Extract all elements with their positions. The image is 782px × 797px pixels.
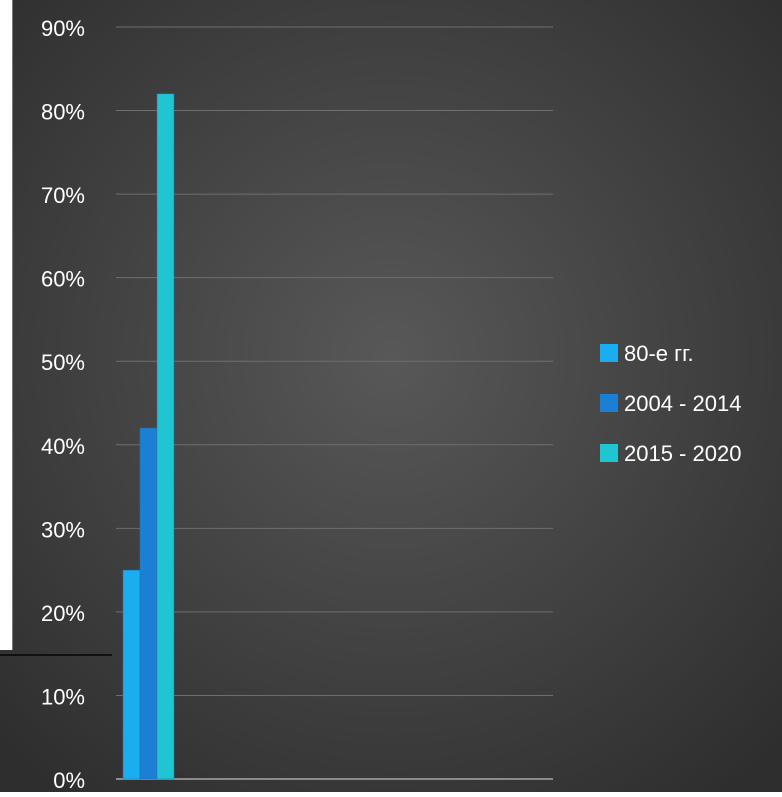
legend-swatch xyxy=(600,344,618,362)
bar-1 xyxy=(122,569,141,780)
y-tick-label: 60% xyxy=(41,267,85,292)
legend-swatch xyxy=(600,444,618,462)
legend-label: 2015 - 2020 xyxy=(624,441,741,466)
y-tick-label: 20% xyxy=(41,601,85,626)
y-tick-label: 80% xyxy=(41,100,85,125)
y-tick-label: 50% xyxy=(41,350,85,375)
y-tick-label: 10% xyxy=(41,684,85,709)
frame-line xyxy=(0,654,112,656)
gridlines xyxy=(116,26,553,696)
legend-label: 80-е гг. xyxy=(624,341,694,366)
y-axis: 0% 10% 20% 30% 40% 50% 60% 70% 80% 90% xyxy=(41,16,553,793)
y-tick-label: 90% xyxy=(41,16,85,41)
legend-swatch xyxy=(600,394,618,412)
bar-2 xyxy=(139,427,158,780)
legend-label: 2004 - 2014 xyxy=(624,391,741,416)
legend: 80-е гг. 2004 - 2014 2015 - 2020 xyxy=(600,341,741,466)
bar-3 xyxy=(156,93,175,780)
y-tick-label: 0% xyxy=(53,768,85,792)
y-tick-label: 30% xyxy=(41,517,85,542)
y-tick-label: 40% xyxy=(41,434,85,459)
bars xyxy=(122,93,175,780)
y-tick-label: 70% xyxy=(41,183,85,208)
left-border-strip xyxy=(0,0,13,650)
